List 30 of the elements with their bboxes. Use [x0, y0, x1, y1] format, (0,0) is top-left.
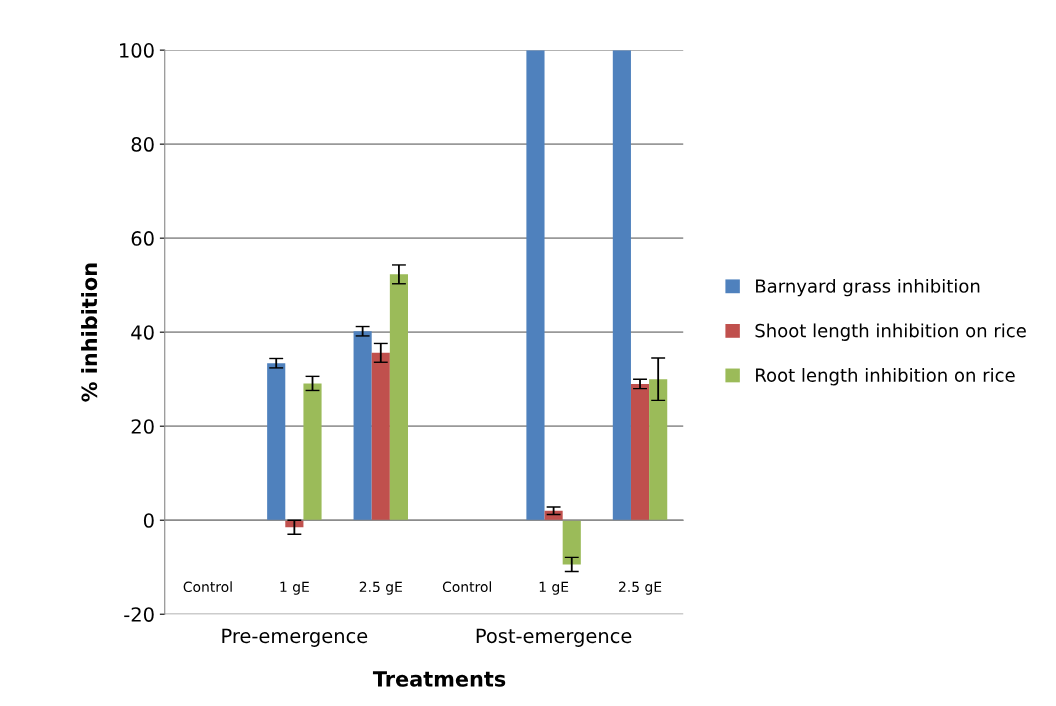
bar: [389, 274, 408, 521]
bar: [612, 50, 631, 521]
legend-label: Shoot length inhibition on rice: [755, 323, 1026, 341]
x-tick-label: 1 gE: [539, 581, 569, 595]
y-tick-label: 100: [120, 43, 154, 58]
x-tick-label: 2.5 gE: [359, 581, 402, 595]
y-tick-label: 40: [131, 325, 154, 340]
bar: [630, 383, 650, 521]
x-tick-label: Control: [183, 581, 232, 593]
bar: [353, 331, 372, 521]
text: Post-emergence: [476, 628, 632, 647]
y-tick-label: 60: [131, 231, 154, 246]
x-tick-label: 2.5 gE: [618, 581, 662, 595]
y-tick-label: 80: [131, 137, 154, 152]
y-tick-label: -20: [124, 607, 154, 622]
x-axis-title: Treatments: [372, 671, 506, 687]
legend-label: Root length inhibition on rice: [756, 367, 1015, 386]
legend-label: Barnyard grass inhibition: [756, 278, 980, 297]
bar: [371, 352, 390, 521]
text: Pre-emergence: [222, 628, 368, 647]
bar: [526, 50, 545, 521]
bar: [303, 383, 322, 521]
bar: [649, 379, 668, 521]
y-tick-label: 20: [131, 419, 154, 434]
bar: [267, 363, 286, 521]
y-axis-title: % inhibition: [81, 263, 98, 402]
y-tick-label: 0: [143, 513, 154, 528]
x-tick-label: 1 gE: [280, 581, 309, 595]
x-tick-label: Control: [442, 581, 491, 593]
bar: [562, 520, 581, 565]
